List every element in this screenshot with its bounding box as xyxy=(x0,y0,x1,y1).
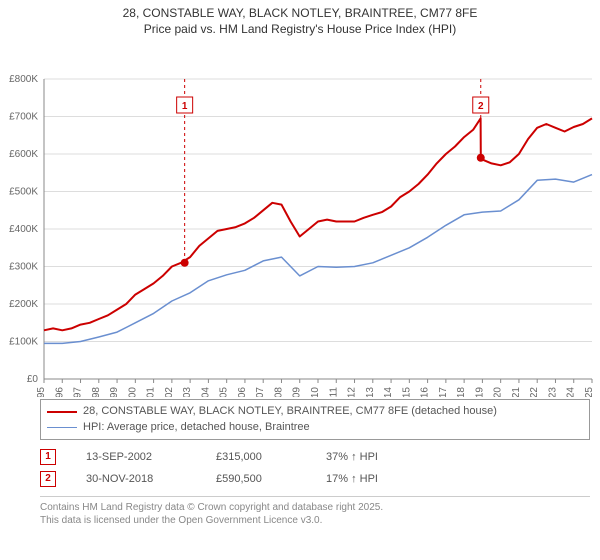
svg-text:£700K: £700K xyxy=(9,112,38,123)
svg-text:2003: 2003 xyxy=(182,387,193,397)
legend-swatch xyxy=(47,411,77,413)
legend-item-property: 28, CONSTABLE WAY, BLACK NOTLEY, BRAINTR… xyxy=(47,404,583,419)
transaction-hpi-delta: 37% ↑ HPI xyxy=(326,451,406,463)
svg-text:£400K: £400K xyxy=(9,224,38,235)
svg-text:2016: 2016 xyxy=(420,387,431,397)
legend-swatch xyxy=(47,427,77,428)
svg-text:2018: 2018 xyxy=(456,387,467,397)
svg-text:1999: 1999 xyxy=(109,387,120,397)
svg-text:2010: 2010 xyxy=(310,387,321,397)
legend-label: HPI: Average price, detached house, Brai… xyxy=(83,420,310,435)
svg-text:£100K: £100K xyxy=(9,337,38,348)
svg-text:£600K: £600K xyxy=(9,149,38,160)
svg-text:2020: 2020 xyxy=(493,387,504,397)
transaction-hpi-delta: 17% ↑ HPI xyxy=(326,473,406,485)
svg-text:2004: 2004 xyxy=(200,387,211,397)
svg-text:2022: 2022 xyxy=(529,387,540,397)
legend: 28, CONSTABLE WAY, BLACK NOTLEY, BRAINTR… xyxy=(40,399,590,440)
transaction-row: 2 30-NOV-2018 £590,500 17% ↑ HPI xyxy=(40,468,590,490)
svg-text:2000: 2000 xyxy=(127,387,138,397)
title-line-1: 28, CONSTABLE WAY, BLACK NOTLEY, BRAINTR… xyxy=(0,6,600,22)
svg-text:£800K: £800K xyxy=(9,74,38,85)
svg-text:2011: 2011 xyxy=(328,387,339,397)
marker-badge: 2 xyxy=(40,471,56,487)
marker-badge: 1 xyxy=(40,449,56,465)
transaction-row: 1 13-SEP-2002 £315,000 37% ↑ HPI xyxy=(40,446,590,468)
svg-text:2023: 2023 xyxy=(547,387,558,397)
legend-label: 28, CONSTABLE WAY, BLACK NOTLEY, BRAINTR… xyxy=(83,404,497,419)
footer-line-2: This data is licensed under the Open Gov… xyxy=(40,514,590,527)
title-line-2: Price paid vs. HM Land Registry's House … xyxy=(0,22,600,38)
transaction-price: £590,500 xyxy=(216,473,296,485)
price-chart: £0 £100K £200K £300K £400K £500K £600K £700K £80… xyxy=(0,37,600,397)
transactions-table: 1 13-SEP-2002 £315,000 37% ↑ HPI 2 30-NO… xyxy=(40,446,590,490)
svg-text:2009: 2009 xyxy=(292,387,303,397)
svg-text:2021: 2021 xyxy=(511,387,522,397)
svg-text:1996: 1996 xyxy=(54,387,65,397)
svg-text:1995: 1995 xyxy=(36,387,47,397)
footer-line-1: Contains HM Land Registry data © Crown c… xyxy=(40,501,590,514)
svg-text:2005: 2005 xyxy=(219,387,230,397)
svg-text:2013: 2013 xyxy=(365,387,376,397)
svg-text:2007: 2007 xyxy=(255,387,266,397)
svg-text:2006: 2006 xyxy=(237,387,248,397)
transaction-date: 30-NOV-2018 xyxy=(86,473,186,485)
svg-text:1998: 1998 xyxy=(91,387,102,397)
legend-item-hpi: HPI: Average price, detached house, Brai… xyxy=(47,420,583,435)
svg-text:2025: 2025 xyxy=(584,387,595,397)
svg-text:2015: 2015 xyxy=(401,387,412,397)
svg-text:2012: 2012 xyxy=(347,387,358,397)
svg-text:£200K: £200K xyxy=(9,299,38,310)
svg-text:2001: 2001 xyxy=(146,387,157,397)
footer-attribution: Contains HM Land Registry data © Crown c… xyxy=(40,496,590,527)
transaction-date: 13-SEP-2002 xyxy=(86,451,186,463)
svg-text:2017: 2017 xyxy=(438,387,449,397)
svg-text:2008: 2008 xyxy=(273,387,284,397)
svg-text:2014: 2014 xyxy=(383,387,394,397)
svg-text:1: 1 xyxy=(182,101,188,112)
svg-text:1997: 1997 xyxy=(73,387,84,397)
svg-text:£0: £0 xyxy=(27,374,39,385)
transaction-price: £315,000 xyxy=(216,451,296,463)
svg-text:£300K: £300K xyxy=(9,262,38,273)
svg-text:2: 2 xyxy=(478,101,484,112)
chart-title: 28, CONSTABLE WAY, BLACK NOTLEY, BRAINTR… xyxy=(0,0,600,37)
svg-text:2002: 2002 xyxy=(164,387,175,397)
svg-text:2024: 2024 xyxy=(566,387,577,397)
svg-text:2019: 2019 xyxy=(474,387,485,397)
svg-text:£500K: £500K xyxy=(9,187,38,198)
